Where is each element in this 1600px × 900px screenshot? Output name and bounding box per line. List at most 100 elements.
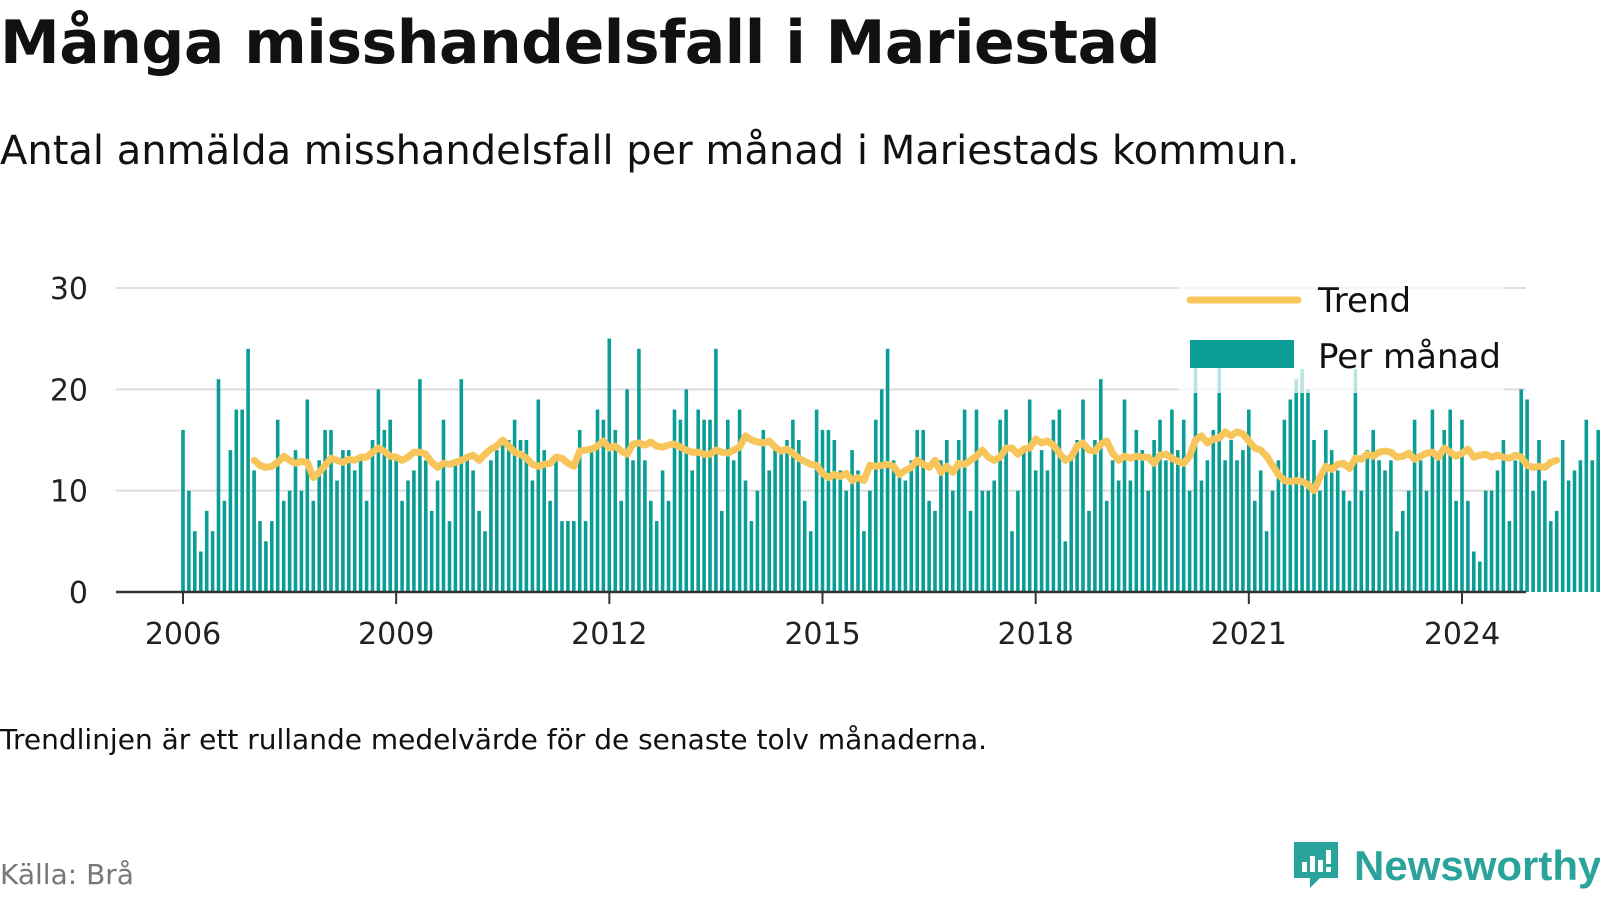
bar — [749, 521, 754, 592]
legend-per-manad-label: Per månad — [1318, 337, 1501, 377]
bar — [548, 500, 552, 592]
bar — [341, 450, 345, 592]
bar — [885, 348, 890, 592]
bar — [619, 500, 623, 592]
bar — [483, 531, 487, 592]
bar — [856, 470, 860, 592]
bar — [737, 409, 742, 592]
bar — [1318, 490, 1322, 592]
bar — [1093, 440, 1097, 592]
bar — [808, 531, 813, 592]
bar — [1383, 470, 1387, 592]
bar — [471, 470, 475, 592]
bar — [1513, 460, 1518, 592]
bar — [797, 440, 801, 592]
bar — [376, 389, 381, 592]
chart-note: Trendlinjen är ett rullande medelvärde f… — [0, 723, 988, 756]
bar — [785, 440, 789, 592]
bar — [1519, 389, 1523, 592]
bar — [394, 460, 398, 592]
bar — [512, 419, 517, 592]
bar — [1483, 490, 1488, 592]
bar — [939, 460, 943, 592]
bar — [566, 521, 570, 592]
bar — [583, 521, 588, 592]
bar — [1181, 419, 1186, 592]
bar — [903, 480, 908, 592]
bar — [317, 460, 321, 592]
x-tick-label: 2015 — [784, 617, 860, 652]
bar — [1359, 490, 1364, 592]
bar — [329, 429, 333, 592]
bar — [1406, 490, 1411, 592]
bar — [1335, 470, 1340, 592]
bar — [489, 460, 493, 592]
bar — [1110, 460, 1115, 592]
bar — [187, 490, 191, 592]
bar — [495, 450, 499, 592]
bar — [637, 348, 641, 592]
bar — [1418, 460, 1423, 592]
x-tick-label: 2021 — [1211, 617, 1287, 652]
bar — [802, 500, 807, 592]
bar — [945, 440, 949, 592]
bar — [1104, 500, 1109, 592]
x-tick-label: 2018 — [997, 617, 1073, 652]
bar — [607, 338, 612, 592]
bar — [246, 348, 250, 592]
newsworthy-logo: Newsworthy — [1290, 838, 1600, 894]
bar — [986, 490, 991, 592]
bar — [1353, 369, 1358, 592]
bar — [1460, 419, 1464, 592]
bar — [1377, 460, 1381, 592]
bar — [311, 500, 316, 592]
bar — [1549, 521, 1553, 592]
x-axis: 2006 2009 2012 2015 2018 2021 2024 — [116, 590, 1526, 652]
bar — [453, 460, 458, 592]
bar — [193, 531, 197, 592]
bar — [1507, 521, 1512, 592]
bar — [690, 470, 694, 592]
bar — [347, 450, 351, 592]
bar — [625, 389, 629, 592]
bar — [915, 429, 919, 592]
bar — [933, 510, 937, 592]
bar — [1430, 409, 1435, 592]
bar — [678, 419, 683, 592]
bar — [536, 399, 541, 592]
bar — [1241, 450, 1245, 592]
bar — [1466, 500, 1470, 592]
bar — [1223, 460, 1227, 592]
bar — [1584, 419, 1589, 592]
bar — [832, 440, 837, 592]
bar — [228, 450, 233, 592]
bar — [1478, 561, 1482, 592]
bar — [370, 440, 375, 592]
bar — [1264, 531, 1269, 592]
bar — [382, 429, 387, 592]
bar — [1039, 450, 1044, 592]
bar — [643, 460, 647, 592]
bar — [204, 510, 209, 592]
bar — [595, 409, 600, 592]
bar — [542, 450, 546, 592]
bar — [684, 389, 689, 592]
bar — [258, 521, 262, 592]
bar — [299, 490, 304, 592]
bar — [1140, 450, 1145, 592]
x-tick-label: 2012 — [571, 617, 647, 652]
bar — [1128, 480, 1133, 592]
bar — [1306, 389, 1310, 592]
bar — [1312, 440, 1316, 592]
bar — [1027, 399, 1032, 592]
bar — [992, 480, 996, 592]
bar — [1116, 480, 1121, 592]
y-axis-ticks: 0 10 20 30 — [50, 272, 88, 611]
bar — [702, 419, 706, 592]
bar — [601, 419, 606, 592]
bar — [826, 429, 831, 592]
bar — [672, 409, 677, 592]
chart-area: 0 10 20 30 2006 2009 2012 2015 2018 2021 2024 Tre… — [49, 272, 1600, 652]
x-tick-label: 2024 — [1424, 617, 1500, 652]
bar — [974, 409, 979, 592]
